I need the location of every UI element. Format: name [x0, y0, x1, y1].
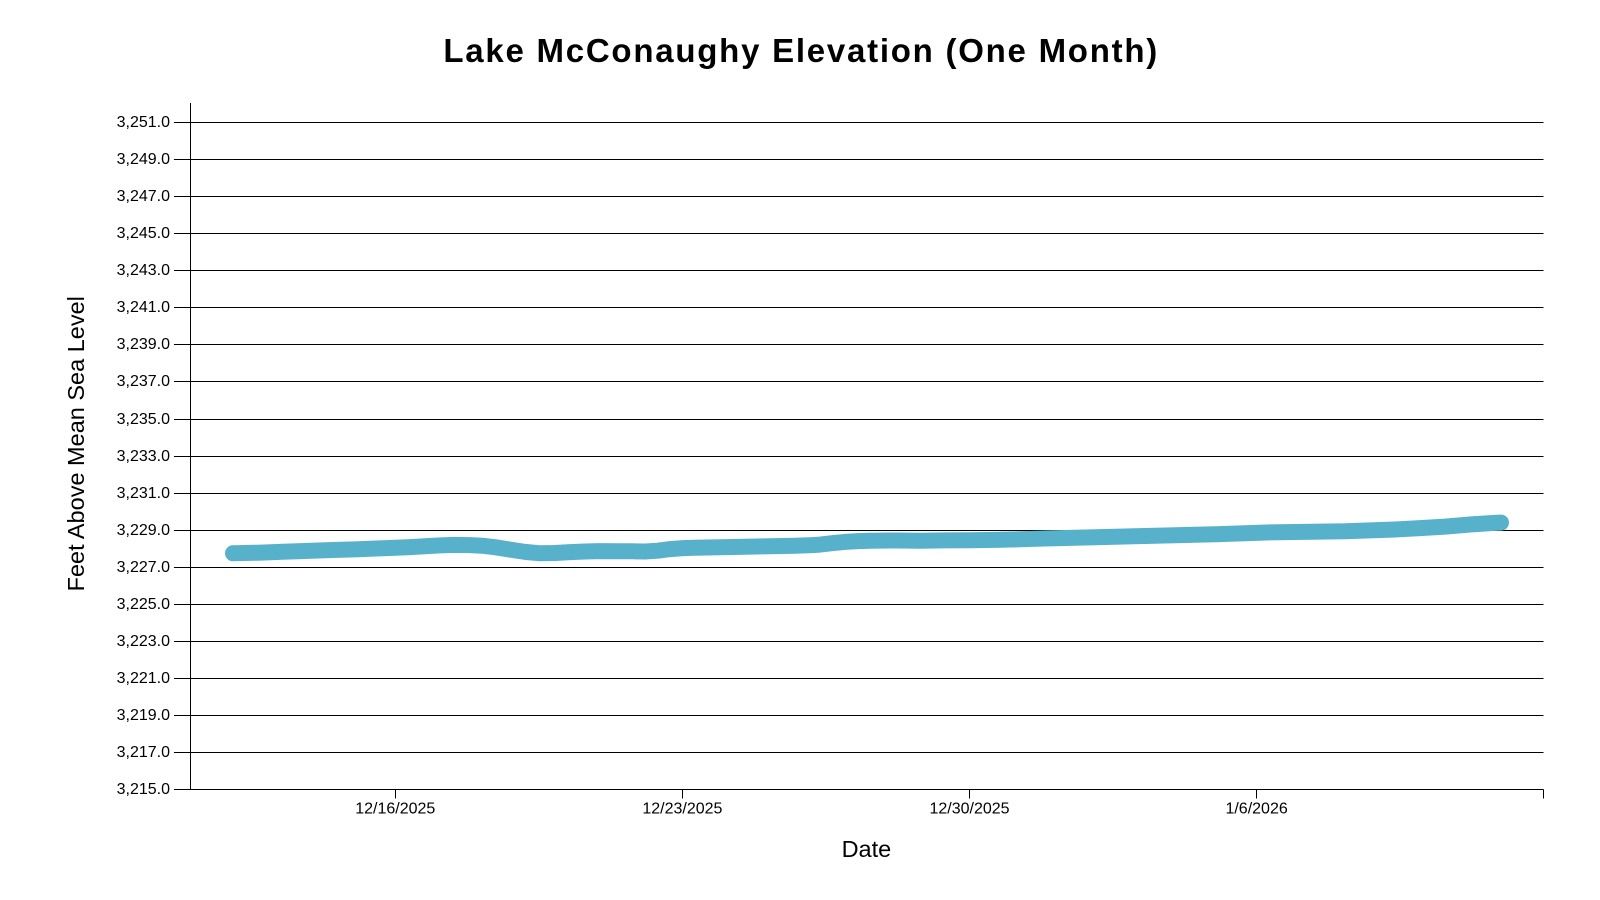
svg-text:1/6/2026: 1/6/2026 [1225, 801, 1287, 818]
svg-text:12/16/2025: 12/16/2025 [355, 801, 435, 818]
svg-text:3,219.0: 3,219.0 [117, 707, 170, 724]
svg-text:3,235.0: 3,235.0 [117, 411, 170, 428]
svg-text:3,241.0: 3,241.0 [117, 299, 170, 316]
svg-text:3,239.0: 3,239.0 [117, 336, 170, 353]
svg-text:Date: Date [842, 836, 892, 862]
svg-text:3,237.0: 3,237.0 [117, 373, 170, 390]
svg-text:3,223.0: 3,223.0 [117, 633, 170, 650]
svg-text:3,225.0: 3,225.0 [117, 596, 170, 613]
svg-text:3,233.0: 3,233.0 [117, 448, 170, 465]
svg-text:3,215.0: 3,215.0 [117, 781, 170, 798]
svg-text:3,249.0: 3,249.0 [117, 151, 170, 168]
svg-text:Feet Above Mean Sea Level: Feet Above Mean Sea Level [63, 296, 89, 591]
svg-text:3,221.0: 3,221.0 [117, 670, 170, 687]
svg-text:3,243.0: 3,243.0 [117, 262, 170, 279]
svg-text:3,251.0: 3,251.0 [117, 114, 170, 131]
svg-text:12/30/2025: 12/30/2025 [929, 801, 1009, 818]
svg-text:3,217.0: 3,217.0 [117, 744, 170, 761]
svg-text:3,245.0: 3,245.0 [117, 225, 170, 242]
svg-text:3,229.0: 3,229.0 [117, 522, 170, 539]
svg-text:12/23/2025: 12/23/2025 [642, 801, 722, 818]
svg-text:3,247.0: 3,247.0 [117, 188, 170, 205]
svg-text:3,231.0: 3,231.0 [117, 485, 170, 502]
svg-text:Lake McConaughy Elevation (One: Lake McConaughy Elevation (One Month) [443, 32, 1159, 69]
svg-text:3,227.0: 3,227.0 [117, 559, 170, 576]
